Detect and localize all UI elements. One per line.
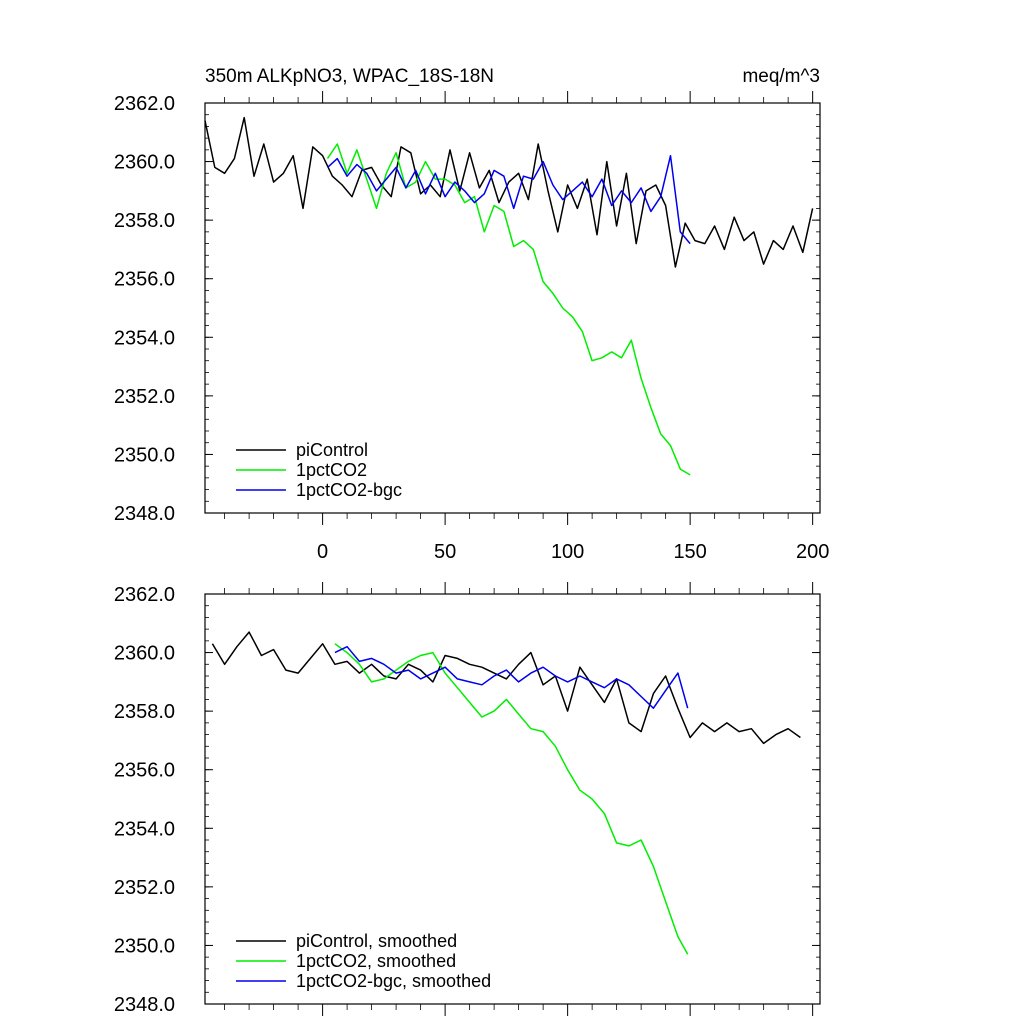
top-legend: piControl 1pctCO2 1pctCO2-bgc — [236, 440, 402, 500]
legend-label-1pctco2-bgc: 1pctCO2-bgc — [296, 480, 402, 500]
x-tick-label: 150 — [673, 541, 706, 563]
chart-title: 350m ALKpNO3, WPAC_18S-18N — [205, 66, 494, 87]
y-tick-label: 2350.0 — [114, 935, 175, 957]
y-tick-label: 2356.0 — [114, 760, 175, 782]
series-line-1pctco2-bgc-smoothed — [334, 645, 689, 709]
y-tick-label: 2352.0 — [114, 877, 175, 899]
y-tick-label: 2362.0 — [114, 93, 175, 115]
y-tick-label: 2360.0 — [114, 152, 175, 174]
top-plot-frame — [204, 102, 821, 514]
y-tick-label: 2348.0 — [114, 503, 175, 525]
y-tick-label: 2354.0 — [114, 818, 175, 840]
y-tick-label: 2352.0 — [114, 386, 175, 408]
units-label: meq/m^3 — [742, 66, 820, 87]
series-line-picontrol — [204, 116, 814, 268]
top-panel: 350m ALKpNO3, WPAC_18S-18N meq/m^3 2348.… — [114, 66, 830, 563]
bottom-panel: 2348.0 2350.0 2352.0 2354.0 2356.0 2358.0 2360… — [114, 582, 821, 1016]
y-tick-label: 2356.0 — [114, 269, 175, 291]
x-tick-label: 50 — [434, 541, 456, 563]
series-line-picontrol-smoothed — [211, 631, 801, 745]
legend-label-1pctco2: 1pctCO2 — [296, 460, 367, 480]
bottom-plot-frame — [204, 593, 821, 1005]
legend-label-picontrol-smoothed: piControl, smoothed — [296, 931, 457, 951]
bottom-legend: piControl, smoothed 1pctCO2, smoothed 1p… — [236, 931, 491, 991]
y-tick-label: 2358.0 — [114, 210, 175, 232]
series-line-1pctco2 — [326, 143, 691, 476]
y-tick-label: 2362.0 — [114, 584, 175, 606]
top-series — [204, 116, 814, 476]
y-tick-label: 2350.0 — [114, 444, 175, 466]
series-line-1pctco2-bgc — [326, 154, 691, 245]
legend-label-1pctco2-smoothed: 1pctCO2, smoothed — [296, 951, 456, 971]
x-tick-label: 100 — [551, 541, 584, 563]
y-tick-label: 2358.0 — [114, 701, 175, 723]
y-tick-label: 2348.0 — [114, 994, 175, 1016]
bottom-series — [211, 631, 801, 955]
x-tick-label: 200 — [796, 541, 829, 563]
y-tick-label: 2360.0 — [114, 643, 175, 665]
bottom-ticks: 2348.0 2350.0 2352.0 2354.0 2356.0 2358.0 2360… — [114, 582, 820, 1016]
legend-label-1pctco2-bgc-smoothed: 1pctCO2-bgc, smoothed — [296, 971, 491, 991]
y-tick-label: 2354.0 — [114, 327, 175, 349]
legend-label-picontrol: piControl — [296, 440, 368, 460]
top-ticks: 2348.0 2350.0 2352.0 2354.0 2356.0 2358.0 2360… — [114, 91, 829, 563]
x-tick-label: 0 — [317, 541, 328, 563]
